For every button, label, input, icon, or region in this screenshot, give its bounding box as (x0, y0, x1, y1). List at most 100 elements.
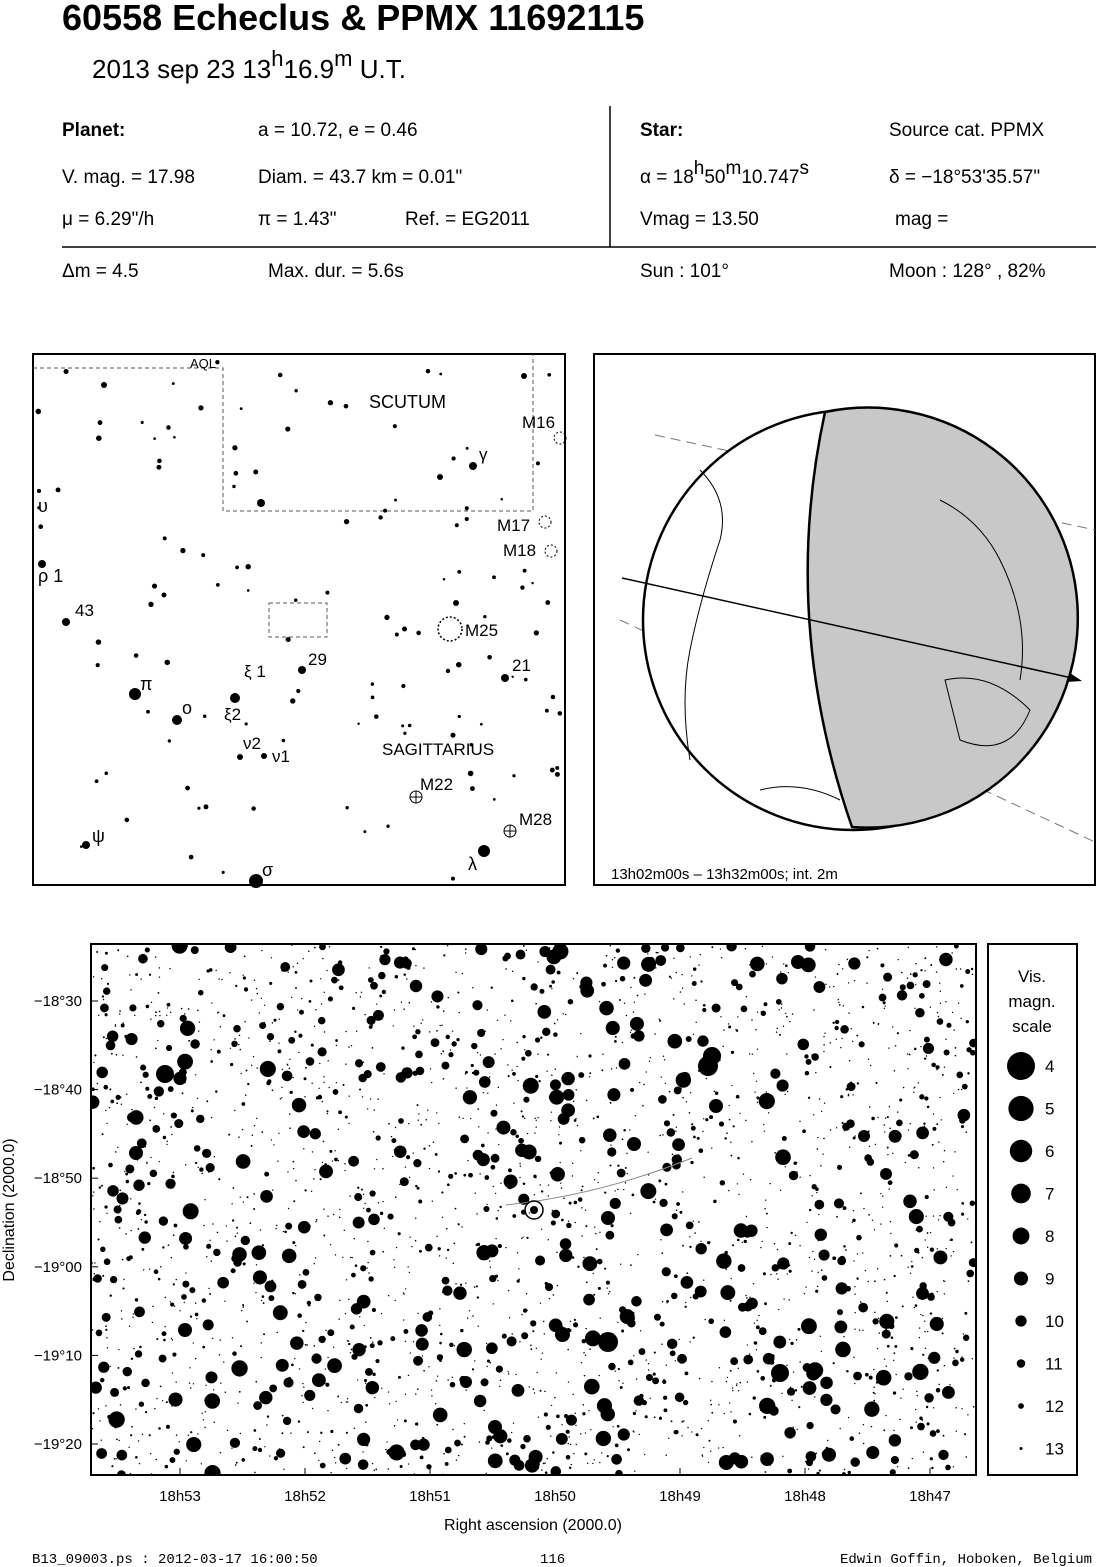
star (425, 368, 431, 374)
star (232, 484, 236, 489)
star (556, 1331, 559, 1333)
star (238, 1034, 241, 1037)
star (378, 515, 383, 520)
star (108, 1411, 125, 1428)
star (205, 1384, 207, 1386)
star (125, 1093, 128, 1096)
star (955, 968, 958, 970)
star (257, 1447, 263, 1453)
frame (593, 353, 1096, 886)
star (232, 445, 238, 451)
star (593, 1459, 595, 1461)
star (535, 1074, 539, 1079)
star (256, 1067, 258, 1069)
star (118, 1013, 121, 1015)
star (418, 1249, 422, 1253)
star (487, 1092, 489, 1094)
star (377, 1098, 379, 1100)
scale-dot (1019, 1447, 1023, 1450)
star (669, 1344, 672, 1346)
star (290, 1336, 304, 1350)
star (941, 1317, 944, 1320)
star (922, 1451, 925, 1453)
star (535, 1126, 537, 1128)
star (862, 1442, 865, 1445)
star (777, 1257, 790, 1270)
star (372, 981, 375, 984)
star (462, 1117, 464, 1120)
star (204, 1393, 221, 1409)
x-tick-label: 18h47 (909, 1488, 951, 1505)
star (404, 1288, 407, 1290)
star (781, 1136, 787, 1142)
star (510, 1129, 517, 1136)
star (815, 1072, 817, 1074)
star (771, 1364, 789, 1382)
star (610, 1224, 614, 1228)
star (294, 1293, 297, 1295)
star (507, 1168, 512, 1173)
star (239, 1196, 241, 1198)
star (120, 1310, 123, 1312)
star (581, 1339, 586, 1344)
star (549, 767, 555, 773)
star (968, 1258, 976, 1268)
date: 2013 sep 23 13h16.9m U.T. (92, 46, 406, 84)
star (601, 981, 606, 987)
star (561, 1424, 563, 1426)
star (250, 1144, 253, 1147)
star (523, 1096, 530, 1103)
star (932, 1126, 937, 1131)
star (899, 984, 906, 991)
star (625, 1014, 628, 1017)
star (743, 1239, 747, 1244)
star (557, 711, 563, 716)
star (344, 1169, 346, 1172)
star (752, 1396, 756, 1400)
star (785, 964, 788, 968)
star (234, 1109, 236, 1112)
star (957, 1002, 960, 1004)
star (130, 1434, 133, 1437)
star (246, 1196, 249, 1199)
star (320, 1003, 323, 1005)
star (914, 1408, 917, 1411)
star (707, 1419, 710, 1422)
star (293, 598, 298, 602)
star (92, 1277, 97, 1282)
star (632, 1411, 637, 1416)
star (348, 1298, 350, 1301)
star (961, 1088, 963, 1091)
star (805, 1459, 814, 1467)
star (279, 1098, 282, 1100)
star (448, 1173, 454, 1179)
star (887, 1154, 889, 1156)
star (415, 1050, 423, 1059)
star (500, 1444, 504, 1447)
star (899, 1418, 901, 1421)
star (605, 1280, 610, 1285)
star (849, 1436, 855, 1441)
star (125, 1233, 127, 1235)
star (833, 1198, 845, 1209)
star (919, 1094, 925, 1100)
star (38, 524, 44, 530)
star (285, 636, 291, 643)
star (465, 1389, 467, 1391)
star (348, 1155, 359, 1167)
star (638, 1433, 640, 1436)
star (368, 1272, 370, 1274)
star (222, 1014, 226, 1018)
star (415, 1337, 429, 1351)
star (670, 1292, 678, 1300)
star (103, 1084, 109, 1090)
star (814, 1199, 825, 1210)
star (658, 1416, 662, 1420)
star (450, 732, 456, 738)
star (484, 1175, 490, 1180)
star (728, 1402, 731, 1404)
star (236, 1043, 238, 1045)
star (345, 1030, 347, 1033)
star (393, 1259, 395, 1261)
star (305, 1057, 315, 1066)
